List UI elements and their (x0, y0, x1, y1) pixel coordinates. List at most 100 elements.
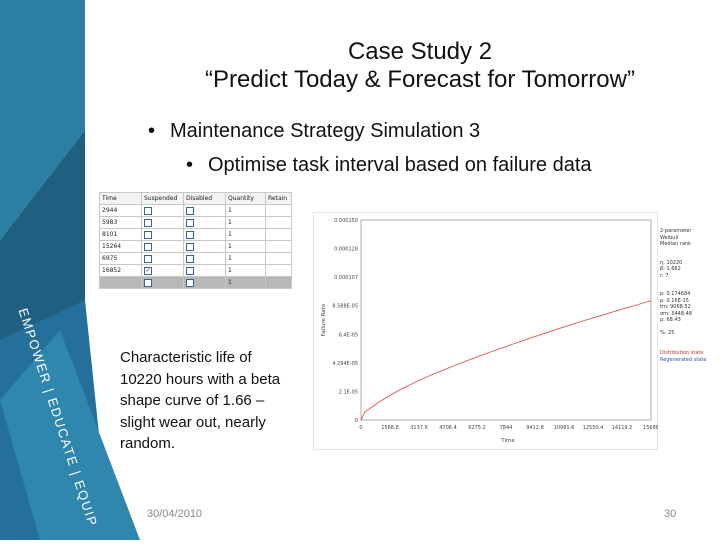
cell-time (99, 276, 142, 289)
callout-text: Characteristic life of 10220 hours with … (120, 349, 281, 452)
y-tick-label: 0 (355, 418, 358, 424)
y-tick-label: 6.4E-05 (339, 332, 358, 338)
col-header-suspended: Suspended (141, 192, 184, 205)
cell-disabled (183, 216, 226, 229)
cell-disabled (183, 204, 226, 217)
y-tick-label: 0.000128 (334, 247, 358, 253)
sub-bullet-item: • Optimise task interval based on failure… (186, 154, 592, 176)
table-row[interactable]: 8101 1 (99, 228, 292, 241)
legend-header-line: Median rank (660, 241, 691, 247)
cell-time: 8101 (99, 228, 142, 241)
legend-stat: p: 0.174684 (660, 291, 691, 297)
failure-data-table: Time Suspended Disabled Quantity Retain … (99, 192, 292, 289)
sub-bullet-text: Optimise task interval based on failure … (208, 154, 592, 176)
suspended-checkbox[interactable] (144, 230, 152, 239)
table-row[interactable]: 16852 ✓ 1 (99, 264, 292, 277)
cell-disabled (183, 276, 226, 289)
cell-retain (265, 228, 292, 241)
legend-stat: ρ: 68.43 (660, 317, 681, 323)
cell-quantity: 1 (225, 228, 266, 241)
cell-time: 16852 (99, 264, 142, 277)
table-row[interactable]: 1 (99, 276, 292, 289)
cell-time: 5983 (99, 216, 142, 229)
legend-stat: σm: 5448.48 (660, 310, 692, 317)
disabled-checkbox[interactable] (186, 218, 194, 227)
col-header-time: Time (99, 192, 142, 205)
bullet-text: Maintenance Strategy Simulation 3 (170, 120, 481, 142)
cell-disabled (183, 228, 226, 241)
disabled-checkbox[interactable] (186, 206, 194, 215)
cell-retain (265, 252, 292, 265)
suspended-checkbox[interactable] (144, 218, 152, 227)
col-header-disabled: Disabled (183, 192, 226, 205)
decorative-sidebar: EMPOWER | EDUCATE | EQUIP (0, 0, 140, 540)
legend-stat: ρ: 0.16E-15 (660, 297, 689, 304)
cell-disabled (183, 252, 226, 265)
x-tick-label: 0 (359, 425, 362, 431)
failure-rate-curve (360, 300, 652, 421)
cell-time: 6975 (99, 252, 142, 265)
y-tick-label: 4.294E-05 (332, 361, 358, 367)
cell-suspended: ✓ (141, 264, 184, 277)
col-header-quantity: Quantity (225, 192, 266, 205)
disabled-checkbox[interactable] (186, 254, 194, 263)
x-axis-label: Time (500, 438, 515, 444)
disabled-checkbox[interactable] (186, 266, 194, 275)
y-tick-label: 0.000150 (334, 218, 358, 224)
disabled-checkbox[interactable] (186, 230, 194, 239)
slide-title-line2: “Predict Today & Forecast for Tomorrow” (205, 66, 635, 93)
cell-suspended (141, 252, 184, 265)
legend-param: r: 7 (660, 272, 669, 279)
chart-legend: 2-parameter Weibull Median rank η: 10220 β: … (660, 228, 712, 363)
suspended-checkbox[interactable] (144, 278, 152, 287)
legend-entry-regenerated: Regenerated state (660, 356, 707, 363)
cell-quantity: 1 (225, 276, 266, 289)
x-tick-label: 14119.2 (612, 425, 633, 431)
cell-quantity: 1 (225, 204, 266, 217)
x-tick-label: 10981.6 (554, 425, 575, 431)
y-tick-label: 2.1E-05 (339, 389, 358, 395)
cell-retain (265, 204, 292, 217)
sidebar-graphic (0, 0, 140, 540)
failure-rate-chart: 0 1568.8 3137.6 4706.4 6275.2 7844 9412.8 10981… (313, 212, 658, 450)
table-row[interactable]: 2944 1 (99, 204, 292, 217)
disabled-checkbox[interactable] (186, 278, 194, 287)
cell-retain (265, 216, 292, 229)
cell-quantity: 1 (225, 240, 266, 253)
y-tick-label: 0.000107 (334, 275, 358, 281)
disabled-checkbox[interactable] (186, 242, 194, 251)
legend-param: η: 10220 (660, 259, 683, 266)
y-axis-label: Failure Rate (321, 303, 327, 336)
cell-time: 15264 (99, 240, 142, 253)
cell-suspended (141, 204, 184, 217)
x-tick-label: 3137.6 (410, 425, 428, 431)
suspended-checkbox[interactable] (144, 242, 152, 251)
legend-stat: tm: 9068.52 (660, 304, 691, 310)
cell-time: 2944 (99, 204, 142, 217)
cell-disabled (183, 240, 226, 253)
slide-title-line1: Case Study 2 (347, 38, 493, 65)
suspended-checkbox[interactable] (144, 254, 152, 263)
legend-header-line: 2-parameter (660, 228, 692, 234)
cell-suspended (141, 276, 184, 289)
suspended-checkbox[interactable]: ✓ (144, 266, 152, 275)
page-number: 30 (664, 508, 677, 520)
cell-quantity: 1 (225, 252, 266, 265)
table-row[interactable]: 6975 1 (99, 252, 292, 265)
suspended-checkbox[interactable] (144, 206, 152, 215)
cell-suspended (141, 240, 184, 253)
bullet-item: • Maintenance Strategy Simulation 3 (148, 120, 481, 142)
plot-area (360, 219, 652, 421)
cell-retain (265, 240, 292, 253)
y-tick-label: 8.588E-05 (332, 304, 358, 310)
table-row[interactable]: 5983 1 (99, 216, 292, 229)
x-tick-label: 1568.8 (381, 425, 399, 431)
table-body: 2944 1 5983 1 8101 1 15264 1 6975 1 16852 ✓ 1 1 (99, 204, 292, 289)
table-row[interactable]: 15264 1 (99, 240, 292, 253)
col-header-retain: Retain (265, 192, 292, 205)
legend-param: β: 1.662 (660, 266, 681, 272)
cell-quantity: 1 (225, 216, 266, 229)
cell-quantity: 1 (225, 264, 266, 277)
x-tick-label: 9412.8 (526, 425, 544, 431)
x-tick-label: 6275.2 (468, 425, 486, 431)
